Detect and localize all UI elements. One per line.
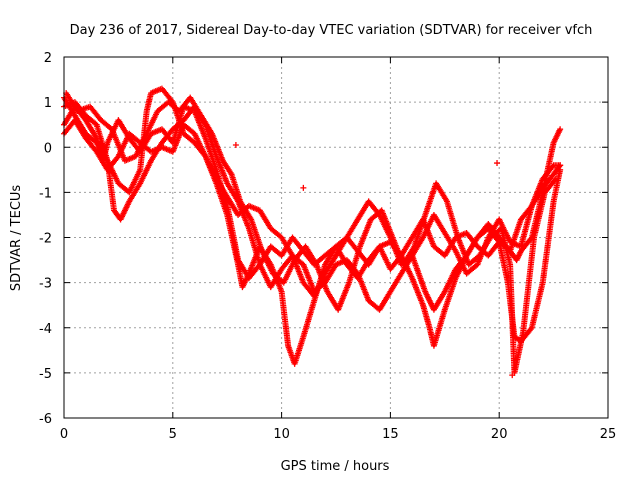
data-point-isolated	[237, 266, 244, 273]
data-point-s5	[552, 175, 559, 182]
y-axis-label: SDTVAR / TECUs	[9, 185, 24, 292]
x-tick-label: 5	[169, 427, 177, 442]
grid-lines	[64, 57, 608, 418]
y-tick-label: 2	[44, 51, 52, 66]
y-tick-label: 1	[44, 96, 52, 111]
x-tick-label: 25	[600, 427, 617, 442]
y-tick-label: -3	[39, 277, 52, 292]
y-tick-label: 0	[44, 141, 52, 156]
y-tick-label: -6	[39, 412, 52, 427]
axis-ticks: 0 5 10 15 20 25 -6 -5 -4 -3 -2 -1 0 1 2	[39, 51, 616, 442]
data-point-isolated	[300, 184, 307, 191]
x-tick-label: 20	[491, 427, 508, 442]
y-tick-label: -5	[39, 367, 52, 382]
data-point-s3	[557, 126, 564, 133]
x-axis-label: GPS time / hours	[281, 459, 390, 474]
plot-frame	[63, 56, 609, 419]
data-point-isolated	[494, 160, 501, 167]
data-point-isolated	[232, 141, 239, 148]
data-point-s4	[557, 166, 564, 173]
x-tick-label: 10	[273, 427, 290, 442]
data-points	[61, 85, 564, 379]
y-tick-label: -1	[39, 186, 52, 201]
y-tick-label: -2	[39, 232, 52, 247]
chart-title: Day 236 of 2017, Sidereal Day-to-day VTE…	[70, 23, 593, 38]
data-point-isolated	[509, 372, 516, 379]
x-tick-label: 15	[382, 427, 399, 442]
y-tick-label: -4	[39, 322, 52, 337]
x-tick-label: 0	[60, 427, 68, 442]
